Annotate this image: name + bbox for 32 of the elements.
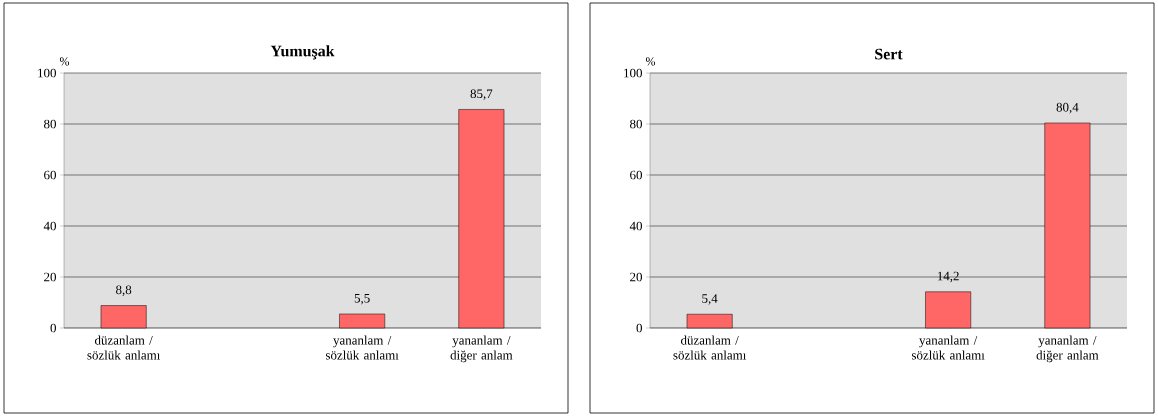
y-tick-label: 20	[44, 272, 56, 282]
bar	[686, 313, 733, 329]
y-axis-title: %	[59, 57, 70, 66]
bar	[100, 305, 147, 329]
y-tick-label: 0	[636, 323, 642, 333]
x-tick-label: yananlam / diğer anlam	[1036, 335, 1099, 363]
y-tick-label: 100	[624, 68, 642, 78]
y-tick-label: 0	[50, 323, 56, 333]
y-tick-label: 40	[43, 221, 56, 231]
data-label: 5,4	[702, 294, 718, 305]
y-tick-label: 100	[38, 68, 56, 78]
y-tick-label: 80	[44, 119, 56, 129]
data-label: 80,4	[1056, 102, 1079, 114]
y-tick-label: 40	[629, 221, 642, 231]
x-tick-label: yananlam / sözlük anlamı	[325, 335, 399, 360]
y-tick-label: 60	[630, 170, 642, 180]
data-label: 5,5	[354, 293, 370, 305]
y-tick-label: 20	[630, 272, 642, 282]
y-tick-label: 80	[630, 119, 642, 129]
x-tick-label: yananlam / sözlük anlamı	[911, 335, 985, 360]
chart-title: Sert	[875, 48, 903, 60]
bar	[925, 291, 972, 329]
data-label: 14,2	[937, 271, 959, 283]
x-tick-label: yananlam / diğer anlam	[450, 335, 513, 363]
x-tick-label: düzanlam / sözlük anlamı	[87, 335, 161, 360]
data-label: 85,7	[470, 89, 493, 100]
bar	[339, 313, 386, 329]
chart-title: Yumuşak	[270, 45, 335, 60]
x-tick-label: düzanlam / sözlük anlamı	[673, 335, 747, 360]
data-label: 8,8	[116, 285, 132, 297]
y-axis-title: %	[645, 57, 656, 66]
y-tick-label: 60	[44, 170, 56, 180]
